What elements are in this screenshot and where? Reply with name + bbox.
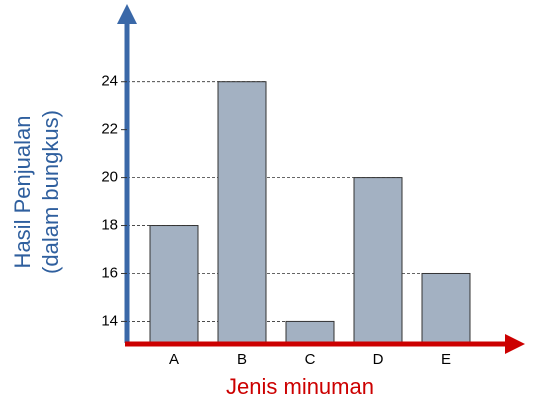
x-tick-label: A	[169, 351, 179, 368]
bar	[421, 272, 471, 344]
y-tick-label: 16	[101, 264, 118, 281]
bar	[353, 177, 403, 344]
x-tick-label: D	[373, 351, 384, 368]
y-tick-label: 18	[101, 217, 118, 234]
bar	[149, 225, 199, 344]
bar	[217, 81, 267, 344]
bar	[285, 320, 335, 344]
y-tick-label: 22	[101, 121, 118, 138]
x-tick-label: B	[237, 351, 247, 368]
labels: 14 16 18 20 22 24 A B C D E	[101, 73, 451, 368]
y-tick-label: 24	[101, 73, 118, 90]
y-axis-label: (dalam bungkus)	[38, 110, 63, 274]
x-axis-label: Jenis minuman	[226, 374, 374, 399]
x-tick-label: C	[305, 351, 316, 368]
y-tick-label: 20	[101, 169, 118, 186]
bars	[149, 81, 471, 344]
y-axis-label: Hasil Penjualan	[10, 116, 35, 269]
x-tick-label: E	[441, 351, 451, 368]
y-tick-label: 14	[101, 312, 118, 329]
